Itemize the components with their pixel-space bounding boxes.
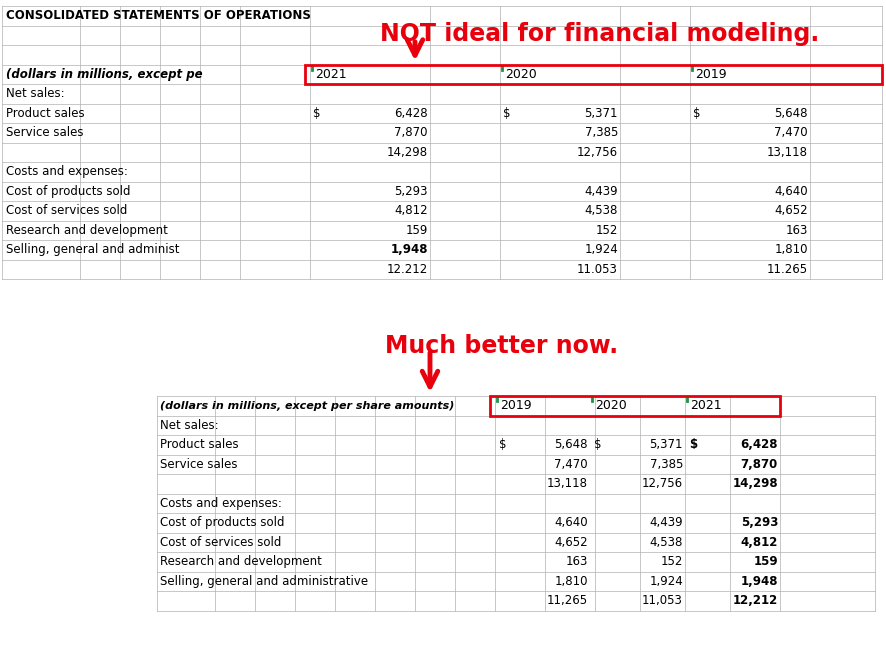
Text: 163: 163 (565, 555, 587, 568)
Text: $: $ (594, 438, 601, 451)
Text: 2020: 2020 (504, 68, 536, 80)
Text: 2019: 2019 (500, 399, 531, 412)
Text: $: $ (688, 438, 696, 451)
Text: NOT ideal for financial modeling.: NOT ideal for financial modeling. (379, 22, 819, 46)
Text: (dollars in millions, except per share amounts): (dollars in millions, except per share a… (159, 401, 454, 411)
Text: CONSOLIDATED STATEMENTS OF OPERATIONS: CONSOLIDATED STATEMENTS OF OPERATIONS (6, 9, 310, 22)
Text: 11.265: 11.265 (766, 263, 807, 276)
Text: 1,924: 1,924 (584, 243, 618, 256)
Text: 7,870: 7,870 (740, 458, 777, 471)
Text: $: $ (692, 107, 700, 120)
Text: 4,439: 4,439 (584, 184, 618, 198)
Text: 4,640: 4,640 (554, 516, 587, 529)
Text: 12,756: 12,756 (641, 477, 682, 490)
Text: Cost of products sold: Cost of products sold (6, 184, 130, 198)
Text: 4,652: 4,652 (773, 204, 807, 217)
Text: Cost of services sold: Cost of services sold (159, 536, 281, 549)
Text: 7,470: 7,470 (554, 458, 587, 471)
Text: 2021: 2021 (689, 399, 721, 412)
Text: $: $ (502, 107, 510, 120)
Text: 6,428: 6,428 (740, 438, 777, 451)
Text: Costs and expenses:: Costs and expenses: (6, 165, 128, 179)
Text: Selling, general and administ: Selling, general and administ (6, 243, 179, 256)
Text: 4,812: 4,812 (394, 204, 428, 217)
Text: 11,265: 11,265 (547, 594, 587, 608)
Text: 4,640: 4,640 (773, 184, 807, 198)
Text: 4,652: 4,652 (554, 536, 587, 549)
Text: 4,538: 4,538 (649, 536, 682, 549)
Text: 4,812: 4,812 (740, 536, 777, 549)
Text: 5,648: 5,648 (773, 107, 807, 120)
Text: 1,810: 1,810 (773, 243, 807, 256)
Text: 14,298: 14,298 (386, 146, 428, 159)
Text: 7,870: 7,870 (394, 126, 428, 139)
Text: 5,371: 5,371 (584, 107, 618, 120)
Text: Net sales:: Net sales: (6, 87, 65, 100)
Text: 7,385: 7,385 (649, 458, 682, 471)
Text: 159: 159 (405, 224, 428, 237)
Text: 2019: 2019 (695, 68, 726, 80)
Text: 152: 152 (660, 555, 682, 568)
Bar (489, 396, 779, 415)
Text: $: $ (499, 438, 506, 451)
Text: Net sales:: Net sales: (159, 419, 218, 432)
Text: 4,439: 4,439 (649, 516, 682, 529)
Text: Research and development: Research and development (159, 555, 322, 568)
Text: 152: 152 (595, 224, 618, 237)
Text: 6,428: 6,428 (394, 107, 428, 120)
Text: 1,924: 1,924 (649, 575, 682, 588)
Text: Product sales: Product sales (6, 107, 84, 120)
Text: 7,470: 7,470 (773, 126, 807, 139)
Text: (dollars in millions, except pe: (dollars in millions, except pe (6, 68, 202, 80)
Text: 159: 159 (752, 555, 777, 568)
Text: 1,948: 1,948 (740, 575, 777, 588)
Text: 14,298: 14,298 (732, 477, 777, 490)
Bar (305, 65, 881, 84)
Text: 11,053: 11,053 (641, 594, 682, 608)
Text: 13,118: 13,118 (766, 146, 807, 159)
Text: 5,293: 5,293 (394, 184, 428, 198)
Text: Selling, general and administrative: Selling, general and administrative (159, 575, 368, 588)
Text: 5,371: 5,371 (649, 438, 682, 451)
Text: 5,293: 5,293 (740, 516, 777, 529)
Text: Product sales: Product sales (159, 438, 238, 451)
Text: Research and development: Research and development (6, 224, 167, 237)
Text: 11.053: 11.053 (577, 263, 618, 276)
Text: 7,385: 7,385 (584, 126, 618, 139)
Text: 5,648: 5,648 (554, 438, 587, 451)
Text: Cost of services sold: Cost of services sold (6, 204, 128, 217)
Text: 12,756: 12,756 (576, 146, 618, 159)
Text: $: $ (313, 107, 320, 120)
Text: 12,212: 12,212 (732, 594, 777, 608)
Text: Much better now.: Much better now. (385, 334, 618, 358)
Text: 12.212: 12.212 (386, 263, 428, 276)
Text: Service sales: Service sales (159, 458, 237, 471)
Text: Costs and expenses:: Costs and expenses: (159, 497, 282, 509)
Text: 2021: 2021 (315, 68, 346, 80)
Text: 163: 163 (785, 224, 807, 237)
Text: 1,948: 1,948 (390, 243, 428, 256)
Text: 1,810: 1,810 (554, 575, 587, 588)
Text: Cost of products sold: Cost of products sold (159, 516, 284, 529)
Text: 13,118: 13,118 (547, 477, 587, 490)
Text: Service sales: Service sales (6, 126, 83, 139)
Text: 2020: 2020 (595, 399, 626, 412)
Text: 4,538: 4,538 (584, 204, 618, 217)
